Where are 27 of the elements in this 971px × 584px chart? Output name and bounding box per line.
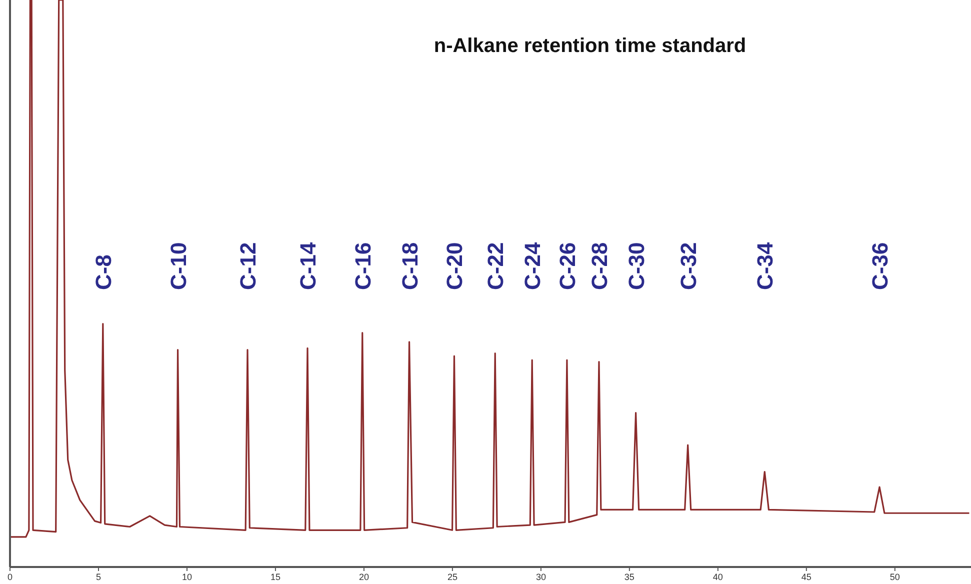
annotation: C-14 xyxy=(296,242,321,290)
x-tick-label: 5 xyxy=(96,572,101,582)
text: n-Alkane retention time standard xyxy=(434,35,746,57)
annotation: C-24 xyxy=(520,242,546,290)
x-tick-label: 20 xyxy=(358,572,369,582)
annotation: C-26 xyxy=(554,242,580,290)
annotation: C-36 xyxy=(868,242,892,290)
x-tick-label: 0 xyxy=(7,572,13,582)
annotation: C-12 xyxy=(236,242,261,290)
annotation: C-20 xyxy=(442,242,468,290)
annotation: C-30 xyxy=(624,242,649,290)
annotation: C-28 xyxy=(586,242,612,290)
annotation: C-18 xyxy=(397,242,422,290)
x-tick-label: 50 xyxy=(890,572,900,582)
annotation: C-10 xyxy=(166,242,191,290)
annotation: C-22 xyxy=(483,242,508,290)
x-tick-label: 40 xyxy=(712,572,723,582)
x-tick-label: 30 xyxy=(536,572,546,582)
annotation: C-32 xyxy=(676,242,701,290)
annotation: C-16 xyxy=(350,242,376,290)
x-tick-label: 45 xyxy=(801,572,812,582)
annotation: C-8 xyxy=(90,254,116,290)
x-tick-label: 25 xyxy=(447,572,458,582)
annotation: C-34 xyxy=(752,242,778,290)
x-tick-label: 10 xyxy=(182,572,192,582)
x-tick-label: 35 xyxy=(624,572,634,582)
x-tick-label: 15 xyxy=(270,572,280,582)
